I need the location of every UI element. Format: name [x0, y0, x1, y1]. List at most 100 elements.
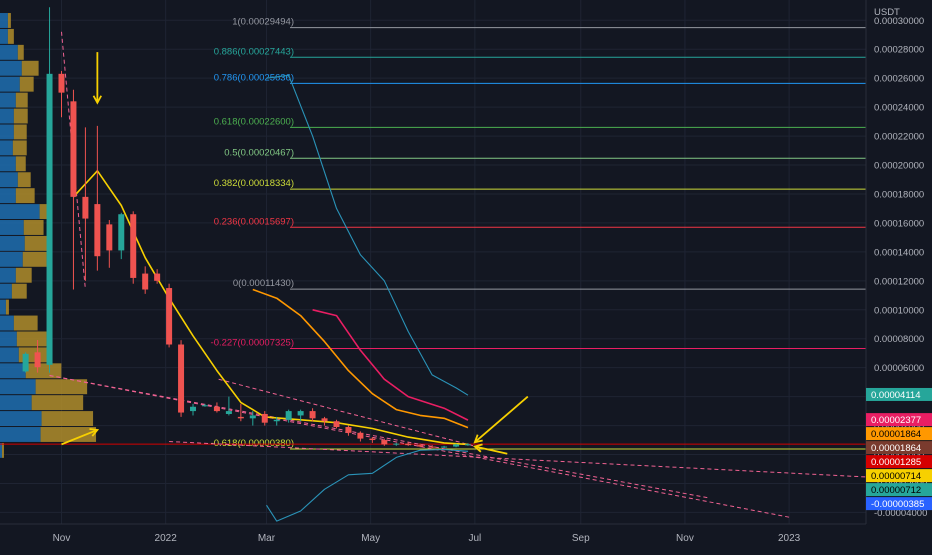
price-labels: 0.00004114 0.00002377 0.00001864 0.00001864… [866, 387, 932, 511]
fib-level-label: 0.886(0.00027443) [214, 46, 294, 57]
volume-profile-bar-down [40, 427, 97, 442]
arrow-shaft [474, 395, 529, 443]
price-label-badge [866, 455, 932, 469]
volume-profile-bar-up [0, 315, 14, 331]
volume-profile-bar-up [0, 44, 18, 60]
price-tick-label: 0.00016000 [874, 218, 924, 229]
volume-profile-bar-up [0, 28, 8, 44]
volume-profile-bar-down [35, 379, 88, 395]
price-tick-label: 0.00024000 [874, 103, 924, 114]
price-label-text: 0.00001864 [871, 429, 921, 440]
candle-body [333, 421, 340, 428]
candle-body [273, 419, 280, 422]
volume-profile-bar-down [7, 28, 14, 44]
candle-body [225, 411, 232, 414]
volume-profile-bar-up [0, 92, 16, 108]
volume-profile-bar-up [0, 60, 22, 76]
candle-body [106, 224, 113, 251]
price-label-badge [866, 497, 932, 511]
trendline [169, 440, 867, 478]
moving-average-line [72, 170, 469, 446]
price-label-text: 0.00004114 [871, 390, 921, 401]
price-tick-label: 0.00014000 [874, 247, 924, 258]
time-axis-ticks: Nov 2022 Mar May Jul Sep Nov 2023 [53, 533, 801, 544]
volume-profile-bar-down [24, 235, 49, 251]
fib-level-label: 0.236(0.00015697) [214, 216, 294, 227]
candle-body [154, 273, 161, 281]
volume-profile-bar-down [19, 76, 34, 92]
price-label-text: 0.00001864 [871, 443, 921, 454]
price-label-badge [866, 441, 932, 455]
volume-profile-bar-down [7, 13, 11, 28]
currency-label: USDT [874, 7, 900, 18]
volume-profile-bar-down [13, 108, 28, 124]
time-axis[interactable] [0, 524, 866, 550]
fib-retracement[interactable]: 1(0.00029494) 0.886(0.00027443) 0.786(0.00… [211, 17, 866, 450]
volume-profile-bar-down [12, 140, 27, 156]
candle-body [94, 204, 101, 257]
volume-profile-bar-up [0, 347, 19, 363]
candle-body [261, 413, 268, 423]
price-tick-label: 0.00020000 [874, 161, 924, 172]
volume-profile-bar-up [0, 13, 8, 28]
volume-profile-bar-down [22, 251, 47, 267]
candle-body [70, 101, 77, 197]
time-tick-label: Sep [572, 533, 590, 544]
price-label-text: 0.00000714 [871, 471, 921, 482]
volume-profile-bar-down [15, 92, 28, 108]
candlesticks [22, 7, 472, 449]
fib-level-label: 0.618(0.00022600) [214, 116, 294, 127]
fib-level-label: 0.382(0.00018334) [214, 178, 294, 189]
time-tick-label: 2023 [778, 533, 801, 544]
candle-body [429, 446, 436, 448]
volume-profile-bar-down [41, 411, 94, 427]
candle-body [441, 446, 448, 448]
volume-profile-bar-down [15, 267, 32, 283]
volume-profile-bar-up [0, 267, 16, 283]
volume-profile-bar-up [0, 299, 6, 315]
candle-body [190, 406, 197, 412]
price-label-badge [866, 413, 932, 427]
time-tick-label: May [361, 533, 380, 544]
price-label-badge [866, 387, 932, 401]
volume-profile-bar-down [31, 395, 84, 411]
price-tick-label: 0.00002000 [874, 421, 924, 432]
volume-profile-bar-up [0, 379, 36, 395]
price-tick-label: 0.00008000 [874, 334, 924, 345]
volume-profile-bar-up [0, 108, 14, 124]
volume-profile-bar-up [0, 140, 13, 156]
volume-profile-bar-up [0, 251, 23, 267]
price-tick-label: 0.00006000 [874, 363, 924, 374]
candle-body [166, 288, 173, 345]
candle-body [249, 415, 256, 419]
candle-body [237, 416, 244, 419]
fib-level-label: 1(0.00029494) [232, 17, 294, 28]
candle-body [46, 73, 53, 365]
price-label-text: 0.00002377 [871, 415, 921, 426]
trendline [218, 378, 491, 451]
candle-body [405, 443, 412, 446]
volume-profile-bar-down [13, 315, 38, 331]
candle-body [130, 214, 137, 278]
price-tick-label: -0.00004000 [874, 508, 927, 519]
candle-body [309, 411, 316, 419]
volume-profile-bar-up [0, 331, 17, 347]
candle-body [321, 418, 328, 422]
moving-averages [72, 74, 469, 522]
volume-profile-bar-up [0, 235, 25, 251]
fib-level-label: 0.5(0.00020467) [224, 147, 294, 158]
price-tick-label: 0.00028000 [874, 45, 924, 56]
grid-lines [0, 0, 866, 524]
volume-profile-bar-up [0, 395, 32, 411]
volume-profile-bar-down [16, 331, 47, 347]
volume-profile-bar-down [5, 299, 9, 315]
arrow-shaft [61, 429, 98, 446]
fib-level-label: -0.227(0.00007325) [211, 337, 294, 348]
candle-body [22, 353, 29, 372]
candle-body [381, 440, 388, 445]
volume-profile-bar-up [0, 172, 18, 188]
time-tick-label: Nov [676, 533, 694, 544]
annotation-arrows[interactable] [61, 52, 529, 455]
